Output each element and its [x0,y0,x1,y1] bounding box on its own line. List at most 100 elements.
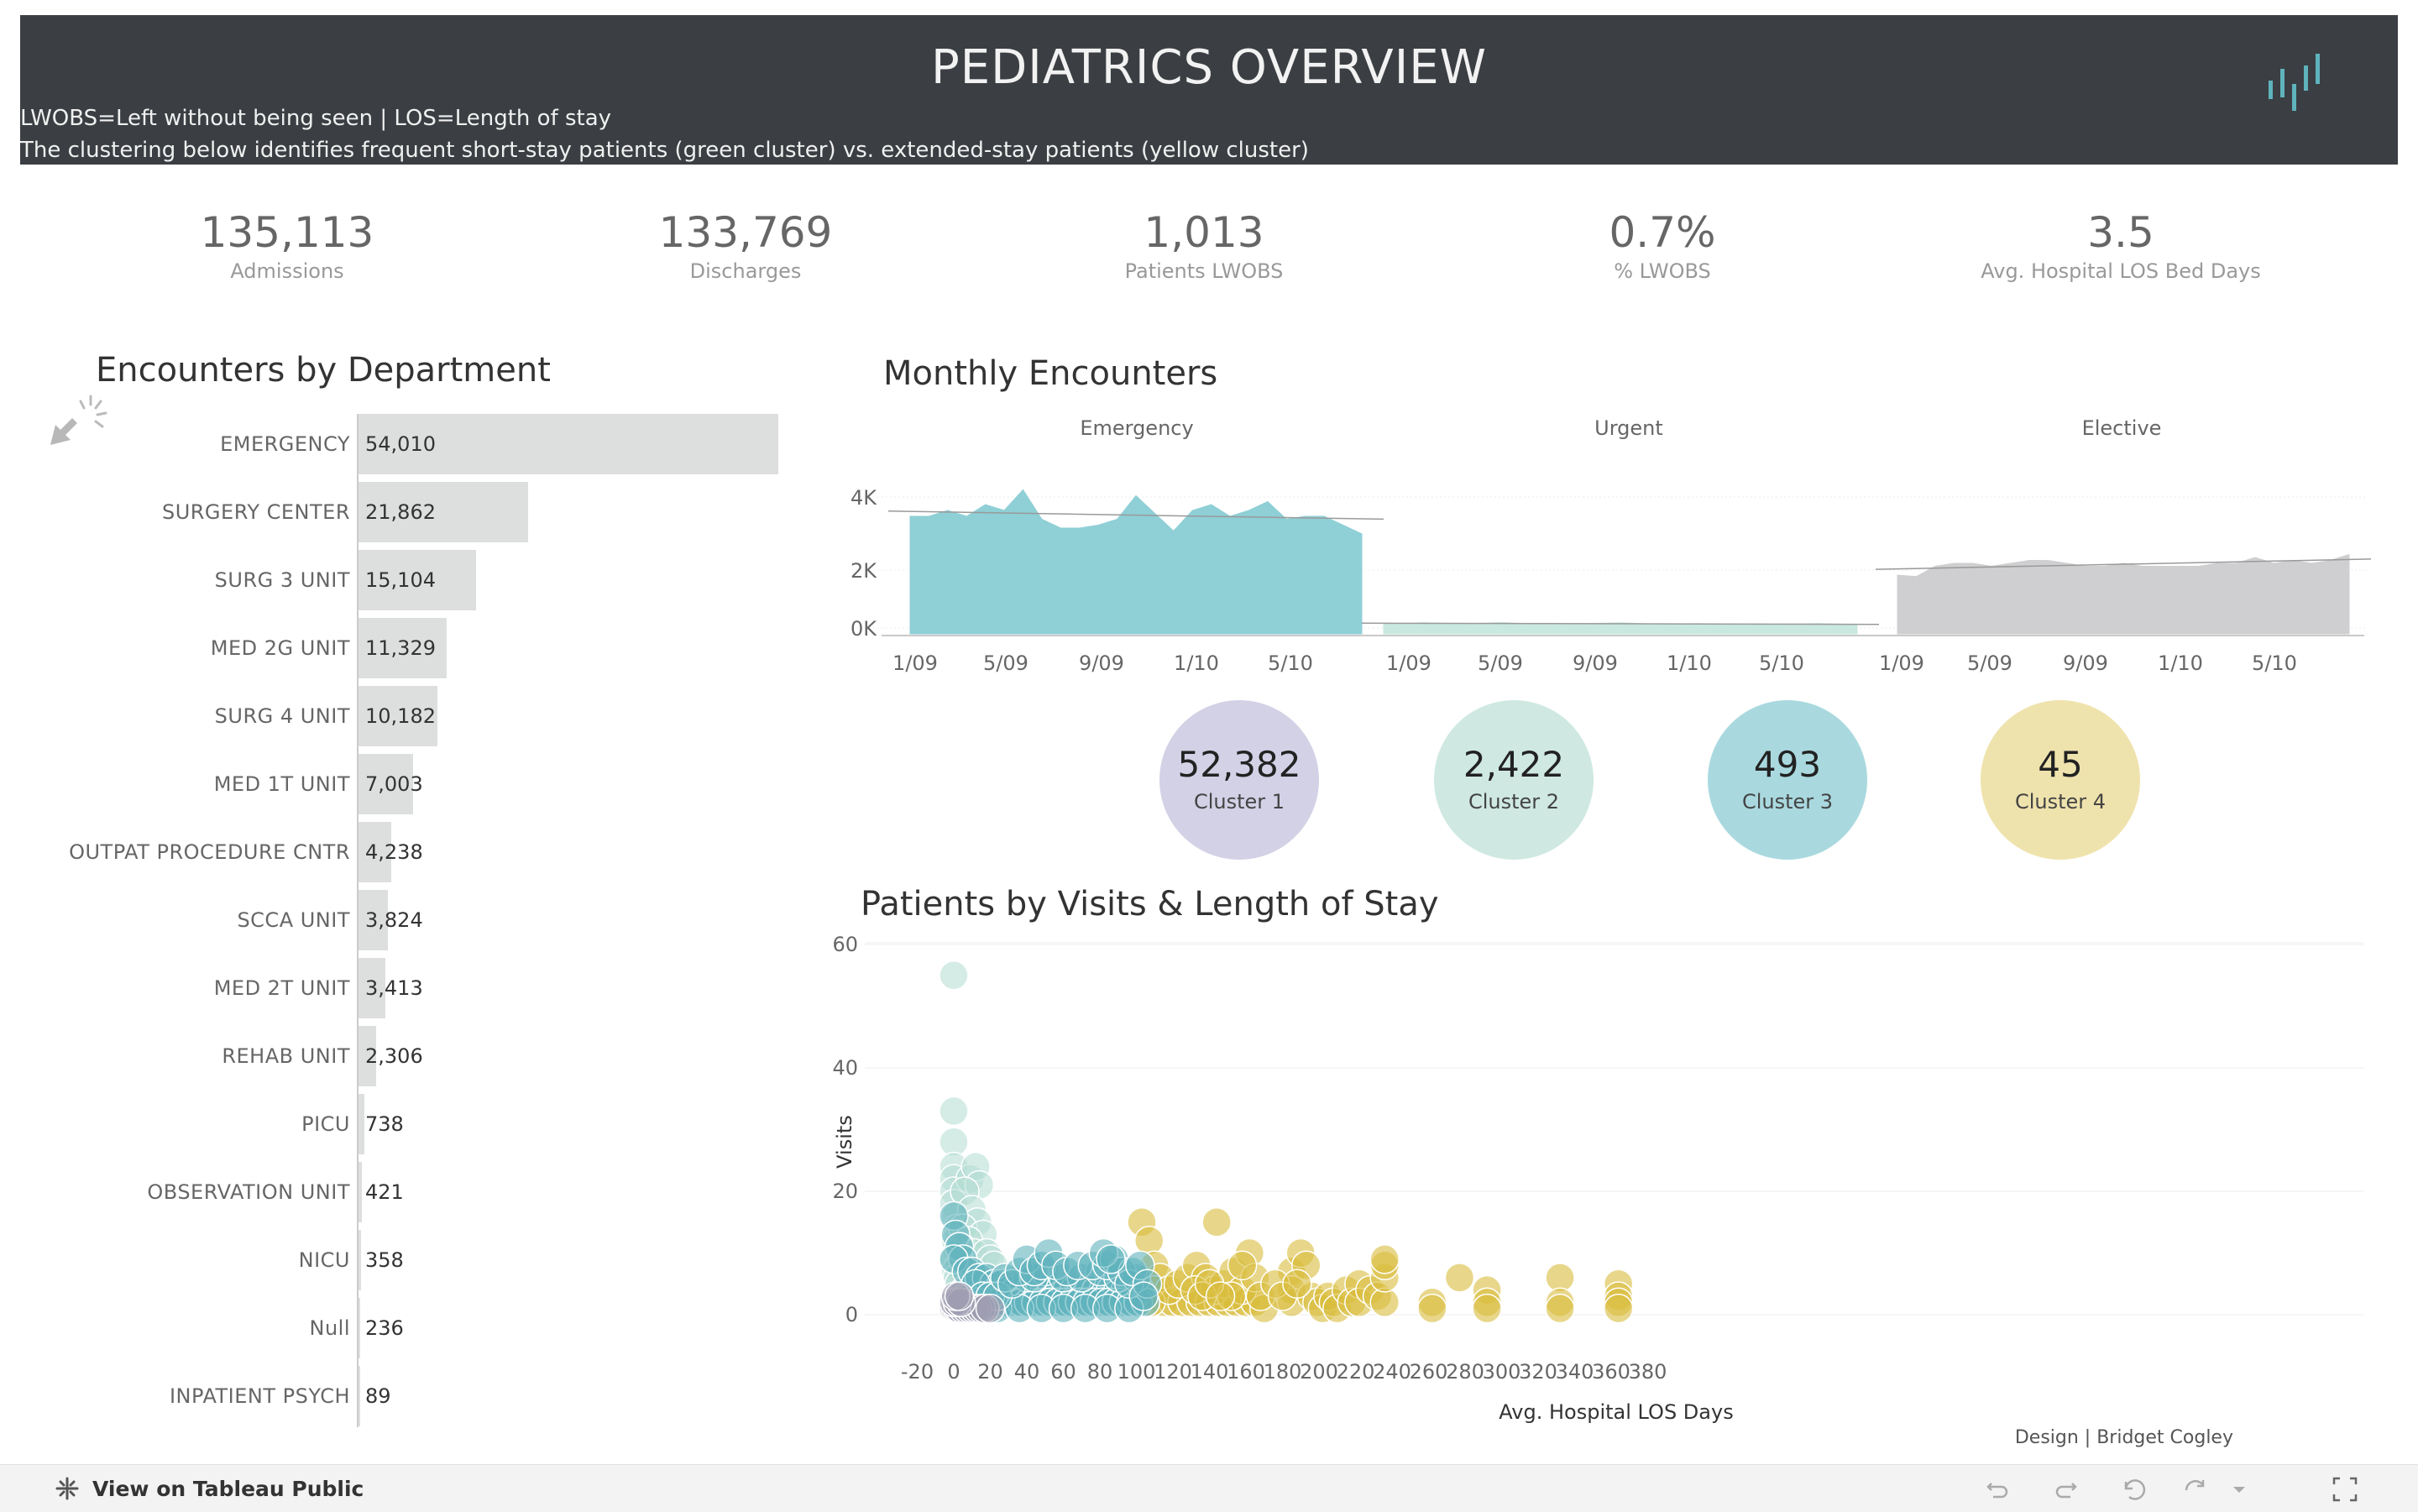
dept-bar [359,1366,360,1426]
y-axis-label: Visits [833,1115,856,1169]
kpi-label: % LWOBS [1614,259,1711,283]
tableau-bars-logo-icon [2269,54,2320,111]
y-tick-label: 2K [850,559,877,583]
x-tick-label: 1/10 [2158,651,2203,675]
cluster-label: Cluster 4 [2014,790,2107,814]
cluster-circle: 45 Cluster 4 [1981,700,2140,860]
dept-bar [359,482,529,542]
clustering-note: The clustering below identifies frequent… [20,138,1309,163]
x-tick-label: 1/09 [1879,651,1924,675]
x-tick-label: 260 [1410,1360,1448,1384]
tableau-icon[interactable] [54,1475,81,1502]
dept-label: SCCA UNIT [237,908,350,932]
scatter-point [944,1281,975,1311]
dept-value: 236 [365,1316,404,1340]
dept-value: 4,238 [365,840,423,864]
x-tick-label: 5/09 [1478,651,1523,675]
x-tick-label: 1/09 [1386,651,1431,675]
x-tick-label: 9/09 [1573,651,1618,675]
trend-line [887,510,1384,521]
view-on-tableau-link[interactable]: View on Tableau Public [92,1477,364,1501]
x-tick-label: 120 [1154,1360,1192,1384]
scatter-chart-title: Patients by Visits & Length of Stay [861,885,1439,923]
scatter-point [1369,1244,1400,1274]
refresh-icon[interactable] [2181,1475,2210,1504]
patients-visits-los-chart: 0 20 40 60 -20 0 20 40 60 80 100120140160180200220… [832,933,2363,1424]
dept-chart-title: Encounters by Department [96,351,551,390]
x-tick-label: 5/10 [1268,651,1313,675]
x-tick-label: 40 [1014,1360,1040,1384]
scatter-point [939,1096,969,1127]
x-tick-label: 340 [1556,1360,1594,1384]
dept-label: OUTPAT PROCEDURE CNTR [69,840,350,864]
cluster-count: 493 [1753,744,1822,785]
scatter-point [1282,1269,1312,1299]
dept-value: 11,329 [365,636,436,660]
y-tick-label: 0 [845,1303,858,1326]
dropdown-icon[interactable] [2225,1475,2253,1504]
x-tick-label: 20 [977,1360,1003,1384]
scatter-point [1444,1263,1475,1293]
dept-value: 3,824 [365,908,423,932]
y-tick-label: 20 [832,1180,858,1203]
scatter-point [1096,1244,1126,1274]
dept-bar [359,822,392,882]
cluster-circle: 493 Cluster 3 [1708,700,1867,860]
dept-bar [359,1298,361,1358]
kpi-label: Discharges [689,259,802,283]
x-tick-label: 200 [1300,1360,1338,1384]
dept-label: SURGERY CENTER [161,500,350,524]
scatter-point [1128,1281,1159,1311]
dept-bar [359,414,778,474]
dept-bar [359,1230,362,1290]
y-tick-label: 60 [832,933,858,956]
dept-value: 10,182 [365,704,436,728]
undo-icon[interactable] [1983,1475,2012,1504]
x-tick-label: 0 [947,1360,960,1384]
kpi-label: Admissions [230,259,344,283]
y-tick-label: 0K [850,617,877,641]
cluster-label: Cluster 3 [1741,790,1834,814]
panel-header: Emergency [1080,416,1193,440]
scatter-point [1603,1293,1634,1324]
x-tick-label: 380 [1629,1360,1667,1384]
x-tick-label: 5/10 [2252,651,2297,675]
design-credit: Design | Bridget Cogley [2014,1427,2233,1448]
scatter-point [939,960,969,991]
dashboard-header: PEDIATRICS OVERVIEW LWOBS=Left without b… [20,15,2398,165]
kpi-value: 133,769 [658,208,833,257]
dept-label: PICU [301,1112,350,1136]
x-tick-label: 9/09 [1079,651,1124,675]
trend-line [1875,558,2372,570]
dept-bar [359,890,389,950]
dept-label: MED 1T UNIT [213,772,350,796]
fullscreen-icon[interactable] [2331,1475,2359,1504]
dept-label: OBSERVATION UNIT [147,1180,350,1204]
x-tick-label: 1/09 [892,651,938,675]
x-tick-label: 360 [1592,1360,1630,1384]
redo-icon[interactable] [2052,1475,2080,1504]
cluster-label: Cluster 1 [1193,790,1285,814]
x-axis-label: Avg. Hospital LOS Days [1499,1400,1733,1424]
dashboard-title: PEDIATRICS OVERVIEW [930,40,1488,95]
x-tick-label: 320 [1519,1360,1557,1384]
kpi-row: 135,113 Admissions 133,769 Discharges 1,013 P… [0,210,2418,311]
pointer-cursor-icon [50,395,107,445]
dept-bar [359,618,447,678]
x-tick-label: 9/09 [2063,651,2108,675]
dept-value: 2,306 [365,1044,423,1068]
x-tick-label: 180 [1264,1360,1302,1384]
x-tick-label: 300 [1483,1360,1521,1384]
cluster-circle: 52,382 Cluster 1 [1159,700,1319,860]
abbreviation-note: LWOBS=Left without being seen | LOS=Leng… [20,106,612,131]
kpi-value: 1,013 [1144,208,1264,257]
kpi-label: Patients LWOBS [1124,259,1284,283]
scatter-point [1227,1250,1258,1280]
revert-icon[interactable] [2121,1475,2149,1504]
dept-value: 15,104 [365,568,436,592]
dept-label: NICU [298,1248,350,1272]
monthly-encounters-chart: 4K 2K 0K Emergency 1/09 5/09 9/09 1/10 5/10 Urgen… [850,416,2372,675]
kpi-tile: 133,769 Discharges [527,208,964,284]
area-emergency [909,489,1363,635]
dept-value: 54,010 [365,432,436,456]
